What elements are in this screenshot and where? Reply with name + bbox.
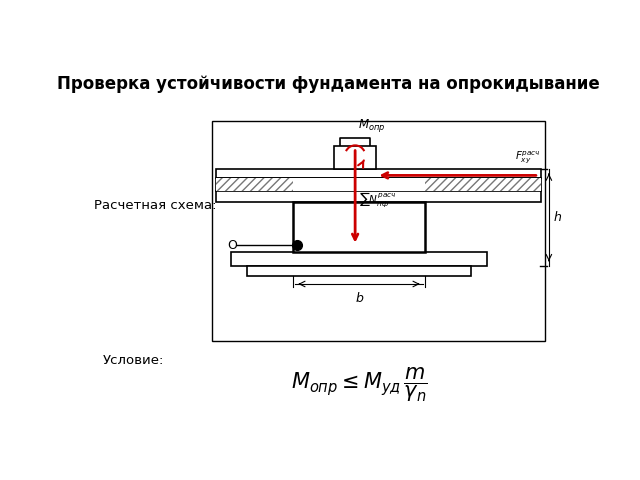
Text: $M_{\mathit{опр}}$: $M_{\mathit{опр}}$ [358, 117, 386, 134]
Text: Условие:: Условие: [103, 354, 164, 367]
Text: $\sum N_{\mathit{пф}}^{\mathit{расч}}$: $\sum N_{\mathit{пф}}^{\mathit{расч}}$ [359, 191, 397, 209]
Bar [231, 252, 487, 265]
Text: $F_{xy}^{\mathit{расч}}$: $F_{xy}^{\mathit{расч}}$ [515, 149, 540, 166]
Text: Расчетная схема:: Расчетная схема: [94, 199, 216, 212]
Bar [212, 121, 545, 341]
Bar [216, 179, 293, 191]
Bar [293, 179, 425, 191]
Bar [334, 146, 376, 169]
Bar [425, 179, 541, 191]
Text: $M_{\mathit{опр}} \leq M_{\mathit{уд}}\,\dfrac{m}{\gamma_n}$: $M_{\mathit{опр}} \leq M_{\mathit{уд}}\,… [291, 366, 428, 404]
Text: h: h [554, 211, 561, 224]
Text: Проверка устойчивости фундамента на опрокидывание: Проверка устойчивости фундамента на опро… [56, 74, 600, 93]
Bar [216, 191, 541, 202]
Bar [216, 169, 541, 179]
Bar [216, 179, 541, 191]
Bar [293, 202, 425, 252]
Bar [246, 265, 472, 276]
Text: O: O [227, 239, 237, 252]
Text: b: b [355, 292, 363, 305]
